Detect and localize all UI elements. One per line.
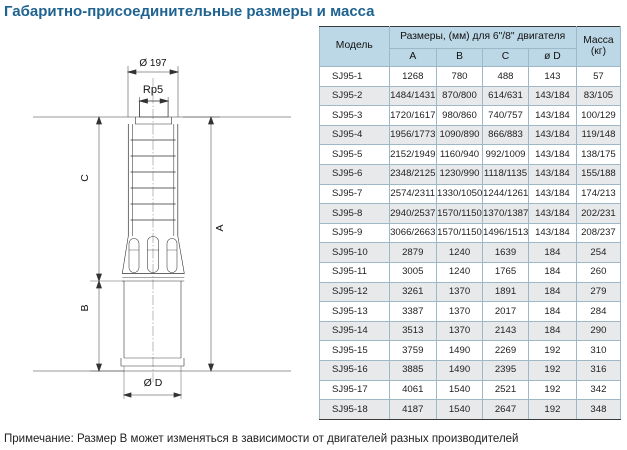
svg-text:Ø D: Ø D bbox=[144, 377, 163, 389]
svg-text:Ø 197: Ø 197 bbox=[139, 58, 167, 69]
svg-text:C: C bbox=[79, 174, 91, 182]
svg-text:A: A bbox=[214, 224, 226, 231]
svg-text:B: B bbox=[79, 304, 91, 311]
